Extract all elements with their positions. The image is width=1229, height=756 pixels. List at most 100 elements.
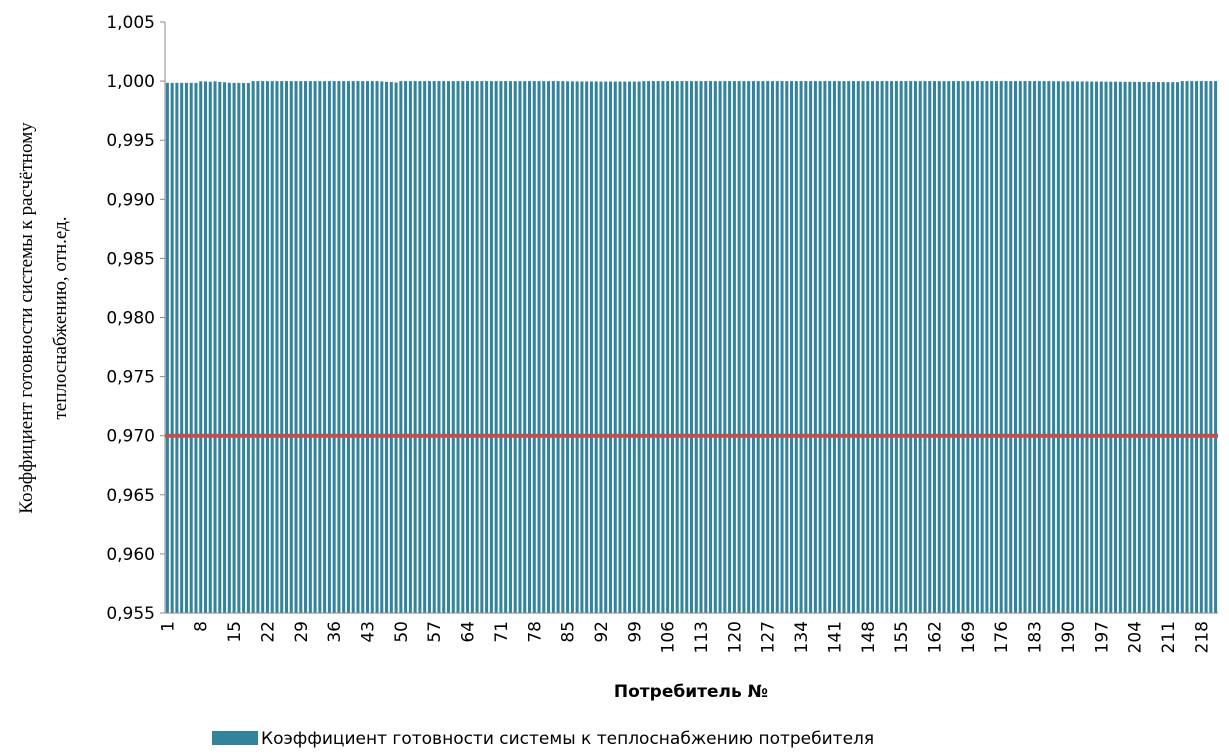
bar — [394, 82, 398, 613]
bar — [1209, 81, 1213, 614]
bar — [761, 81, 765, 614]
bar — [809, 81, 813, 614]
bar — [342, 81, 346, 614]
y-tick-label: 0,965 — [106, 486, 155, 506]
bar — [680, 81, 684, 614]
bar — [999, 81, 1003, 614]
x-tick-label: 190 — [1059, 621, 1079, 653]
bar — [985, 81, 989, 614]
bar — [1090, 81, 1094, 613]
bar — [223, 82, 227, 614]
bar — [337, 81, 341, 614]
y-tick-label: 1,000 — [106, 72, 155, 92]
bar — [904, 81, 908, 614]
bar — [265, 81, 269, 614]
bar — [1185, 81, 1189, 614]
bar — [685, 81, 689, 614]
bar — [513, 81, 517, 614]
bar — [866, 81, 870, 614]
bar — [189, 82, 193, 614]
bar — [542, 81, 546, 614]
x-tick-label: 211 — [1159, 621, 1179, 653]
bar — [661, 81, 665, 614]
bar — [547, 81, 551, 614]
bar — [832, 81, 836, 614]
bar — [566, 81, 570, 613]
bar — [861, 81, 865, 614]
bar — [518, 81, 522, 614]
bar — [432, 81, 436, 614]
bar — [1156, 82, 1160, 614]
bar — [780, 81, 784, 614]
bar — [994, 81, 998, 614]
y-tick-label: 0,955 — [106, 604, 155, 624]
bar — [875, 81, 879, 614]
bar — [689, 81, 694, 614]
legend-swatch — [212, 731, 258, 745]
x-tick-label: 15 — [225, 621, 245, 643]
bar — [327, 81, 331, 614]
bar — [1004, 81, 1008, 614]
bar — [399, 81, 403, 614]
x-tick-label: 141 — [825, 621, 845, 653]
bar — [699, 81, 703, 614]
bar — [618, 81, 622, 613]
bar — [351, 81, 355, 614]
bar — [747, 81, 751, 614]
bar — [913, 81, 917, 614]
bar — [1071, 81, 1075, 613]
bar — [1109, 81, 1113, 614]
y-tick-label: 0,970 — [106, 427, 155, 447]
bar — [990, 81, 994, 614]
bar — [251, 81, 255, 614]
bar — [732, 81, 736, 614]
bar — [1013, 81, 1018, 614]
x-tick-label: 218 — [1192, 621, 1212, 653]
x-tick-label: 106 — [659, 621, 679, 653]
y-tick-label: 0,975 — [106, 368, 155, 388]
x-tick-label: 22 — [258, 621, 278, 643]
bar — [170, 82, 174, 614]
bar — [947, 81, 951, 614]
bar — [799, 81, 803, 614]
bar — [709, 81, 713, 614]
bar — [1080, 81, 1084, 614]
bar — [818, 81, 822, 614]
bar — [1190, 81, 1194, 614]
bar — [180, 82, 184, 614]
bar — [389, 82, 393, 614]
bar — [380, 81, 384, 614]
bar — [851, 81, 856, 614]
bar — [1175, 82, 1180, 613]
bar — [213, 81, 217, 613]
bar — [847, 81, 851, 614]
bar — [404, 81, 408, 614]
bar — [1009, 81, 1013, 614]
bar — [456, 81, 460, 614]
bar — [728, 81, 732, 614]
bar — [570, 81, 574, 613]
bar — [589, 81, 593, 614]
bar — [966, 81, 970, 614]
bar — [1199, 81, 1203, 614]
bar — [199, 81, 203, 613]
bar — [246, 82, 250, 613]
bar — [742, 81, 746, 614]
bar — [613, 81, 617, 613]
bar — [1128, 81, 1132, 613]
bar — [1195, 81, 1199, 614]
bar — [580, 81, 584, 614]
bar — [670, 81, 674, 614]
bar — [294, 81, 298, 614]
bar — [980, 81, 984, 614]
legend-label: Коэффициент готовности системы к теплосн… — [261, 729, 874, 749]
bar — [1152, 82, 1156, 614]
bar — [575, 81, 579, 614]
y-tick-label: 0,995 — [106, 131, 155, 151]
bar — [608, 81, 613, 613]
bar — [184, 82, 188, 614]
bar — [594, 81, 598, 614]
bar — [1018, 81, 1022, 614]
bar — [599, 81, 603, 613]
bar — [956, 81, 960, 614]
